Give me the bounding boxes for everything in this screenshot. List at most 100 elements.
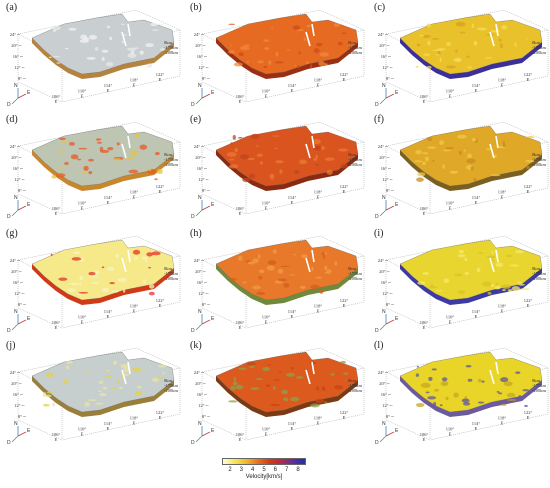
colorbar-ticks: 2 3 4 5 6 7 8 bbox=[222, 467, 306, 475]
lat-tick-label: 24° bbox=[10, 144, 17, 149]
east-label: E bbox=[27, 316, 31, 322]
velocity-slab-3d: 24°20°16°12°8°106°E110°E114°E118°E122°E0… bbox=[375, 235, 549, 334]
lon-unit-label: E bbox=[55, 325, 58, 330]
lon-unit-label: E bbox=[343, 77, 346, 82]
lon-unit-label: E bbox=[527, 303, 530, 308]
lon-unit-label: E bbox=[107, 314, 110, 319]
panel-f: (f) 24° 20° 16° 12° 8° 106° E 110° E 114° E 118° E 122… bbox=[372, 114, 550, 226]
east-label: E bbox=[211, 428, 215, 434]
depth-label: -200km bbox=[532, 50, 546, 55]
lon-tick-label: 122° bbox=[156, 72, 165, 77]
lon-tick-label: 122° bbox=[340, 184, 349, 189]
lon-unit-label: E bbox=[107, 200, 110, 205]
lon-unit-label: E bbox=[475, 200, 478, 205]
north-label: N bbox=[14, 83, 18, 89]
lon-unit-label: E bbox=[291, 426, 294, 431]
depth-label: -200km bbox=[164, 50, 178, 55]
latitude-axis: 24° 20° 16° 12° 8° bbox=[378, 258, 394, 307]
lon-tick-label: 114° bbox=[288, 83, 297, 88]
lat-tick-label: 16° bbox=[197, 166, 204, 171]
depth-axis: 0km-175km-200km bbox=[164, 40, 178, 55]
down-label: D bbox=[375, 328, 379, 334]
surface-texture bbox=[228, 360, 349, 408]
lon-unit-label: E bbox=[317, 421, 320, 426]
depth-label: 0km bbox=[532, 40, 541, 45]
lon-tick-label: 118° bbox=[498, 78, 507, 83]
lat-tick-label: 8° bbox=[202, 302, 206, 307]
lon-tick-label: 118° bbox=[314, 190, 323, 195]
north-label: N bbox=[198, 309, 202, 315]
velocity-slab-3d: 24°20°16°12°8°106°E110°E114°E118°E122°E0… bbox=[7, 235, 181, 334]
slab-top bbox=[215, 351, 359, 413]
lon-tick-label: 110° bbox=[262, 315, 271, 320]
depth-label: 0km bbox=[532, 152, 541, 157]
panel-label: (j) bbox=[6, 340, 16, 351]
lon-tick-label: 110° bbox=[78, 427, 87, 432]
surface-texture bbox=[42, 360, 167, 407]
lat-tick-label: 16° bbox=[381, 280, 388, 285]
orientation-triad bbox=[11, 88, 27, 105]
panel-label: (a) bbox=[6, 2, 18, 13]
lat-tick-label: 12° bbox=[198, 65, 205, 70]
lon-unit-label: E bbox=[239, 99, 242, 104]
slab-top bbox=[215, 239, 359, 301]
lat-tick-label: 24° bbox=[10, 370, 17, 375]
lon-unit-label: E bbox=[291, 314, 294, 319]
slab-gap bbox=[121, 23, 131, 47]
lat-tick-label: 12° bbox=[14, 291, 21, 296]
lat-tick-label: 8° bbox=[386, 302, 390, 307]
north-label: N bbox=[14, 421, 18, 427]
surface-texture bbox=[228, 249, 338, 296]
lon-tick-label: 118° bbox=[498, 416, 507, 421]
depth-label: -175km bbox=[348, 157, 362, 162]
depth-axis: 0km-175km-200km bbox=[532, 378, 546, 393]
east-label: E bbox=[27, 428, 31, 434]
depth-label: -200km bbox=[532, 162, 546, 167]
depth-label: -175km bbox=[164, 157, 178, 162]
slab-side bbox=[400, 38, 542, 79]
north-label: N bbox=[198, 83, 202, 89]
lon-unit-label: E bbox=[501, 309, 504, 314]
depth-label: -175km bbox=[164, 383, 178, 388]
depth-label: -175km bbox=[164, 271, 178, 276]
lat-tick-label: 24° bbox=[378, 370, 385, 375]
lon-tick-label: 118° bbox=[130, 416, 139, 421]
depth-label: -200km bbox=[164, 276, 178, 281]
lat-tick-label: 16° bbox=[197, 392, 204, 397]
slab-side bbox=[216, 264, 358, 305]
lon-tick-label: 114° bbox=[288, 421, 297, 426]
latitude-axis: 24° 20° 16° 12° 8° bbox=[378, 144, 394, 193]
depth-label: -200km bbox=[164, 162, 178, 167]
velocity-slab-3d: 24°20°16°12°8°106°E110°E114°E118°E122°E0… bbox=[191, 347, 365, 446]
slab-side bbox=[216, 38, 358, 79]
lon-tick-label: 118° bbox=[314, 78, 323, 83]
slab-top bbox=[399, 239, 543, 301]
slab-side bbox=[32, 38, 174, 79]
panel-d: (d) 24° 20° 16° 12° 8° 106° E 110° E 114° E 118° E 122… bbox=[4, 114, 182, 226]
orientation-triad bbox=[11, 426, 27, 443]
slab-gap bbox=[305, 23, 315, 47]
lon-tick-label: 122° bbox=[340, 410, 349, 415]
lon-unit-label: E bbox=[423, 437, 426, 442]
colorbar-title: Velocity[km/s] bbox=[245, 474, 283, 480]
panel-label: (b) bbox=[190, 2, 202, 13]
slab-side bbox=[216, 376, 358, 417]
lon-tick-label: 122° bbox=[524, 184, 533, 189]
lon-tick-label: 122° bbox=[524, 72, 533, 77]
depth-axis: 0km-175km-200km bbox=[348, 152, 362, 167]
lat-tick-label: 24° bbox=[194, 370, 201, 375]
slab-gap bbox=[489, 249, 499, 273]
surface-texture bbox=[415, 364, 529, 408]
slab-gap bbox=[121, 361, 131, 385]
depth-axis: 0km-175km-200km bbox=[348, 40, 362, 55]
lon-unit-label: E bbox=[343, 303, 346, 308]
lon-unit-label: E bbox=[475, 426, 478, 431]
lon-unit-label: E bbox=[449, 206, 452, 211]
lat-tick-label: 12° bbox=[14, 177, 21, 182]
orientation-triad bbox=[379, 426, 395, 443]
slab-side bbox=[32, 264, 174, 305]
orientation-triad bbox=[379, 314, 395, 331]
down-label: D bbox=[7, 328, 11, 334]
